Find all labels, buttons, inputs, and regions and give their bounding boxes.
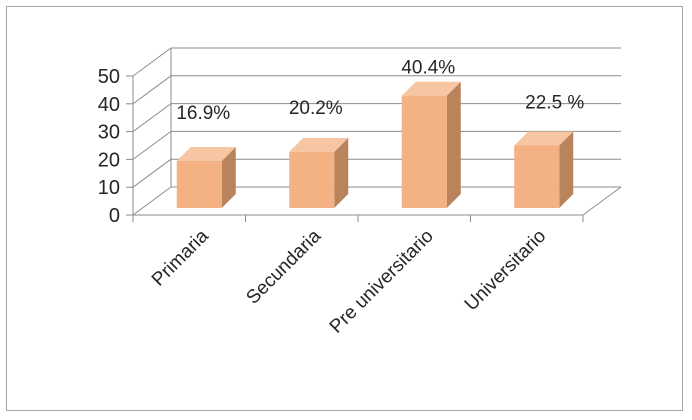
gridline-diagonal [132, 130, 172, 160]
y-tick-label: 10 [98, 177, 120, 199]
data-label: 20.2% [289, 98, 343, 119]
category-label: Universitario [461, 226, 551, 316]
bar-top [514, 131, 574, 146]
y-axis-ticks: 0 10 20 30 40 50 [98, 66, 133, 227]
category-labels: Primaria Secundaria Pre universitario Unive… [148, 225, 550, 337]
bar-front [514, 145, 560, 208]
category-label: Primaria [148, 225, 213, 290]
category-label: Secundaria [242, 225, 325, 308]
bar-front [176, 161, 222, 208]
data-label: 22.5 % [525, 92, 584, 113]
data-label: 40.4% [401, 58, 455, 79]
bar [176, 147, 236, 208]
gridline-diagonal [132, 47, 172, 77]
bar [401, 81, 461, 208]
bar [514, 131, 574, 208]
gridline-diagonal [132, 158, 172, 188]
data-labels: 16.9% 20.2% 40.4% 22.5 % [176, 58, 584, 124]
chart-walls [132, 48, 622, 216]
floor-right-edge [582, 186, 622, 216]
chart-frame [6, 6, 683, 411]
data-label: 16.9% [176, 103, 230, 124]
bars [176, 81, 574, 208]
gridline-diagonal [132, 75, 172, 105]
x-axis [132, 214, 584, 222]
bar-top [289, 137, 349, 152]
y-tick-label: 0 [109, 205, 120, 227]
y-tick-label: 30 [98, 122, 120, 144]
bar-top [176, 147, 236, 162]
gridline-diagonal [132, 186, 172, 216]
y-tick-label: 40 [98, 94, 120, 116]
bar [289, 137, 349, 208]
bar-top [401, 81, 461, 96]
y-tick-label: 20 [98, 149, 120, 171]
category-label: Pre universitario [326, 226, 438, 338]
bar-side [334, 137, 349, 208]
y-tick-label: 50 [98, 66, 120, 88]
bar-front [401, 95, 447, 208]
bar-side [559, 131, 574, 208]
bar-side [446, 81, 461, 208]
gridline-diagonal [132, 103, 172, 133]
bar-side [221, 147, 236, 208]
bar-front [289, 151, 335, 208]
